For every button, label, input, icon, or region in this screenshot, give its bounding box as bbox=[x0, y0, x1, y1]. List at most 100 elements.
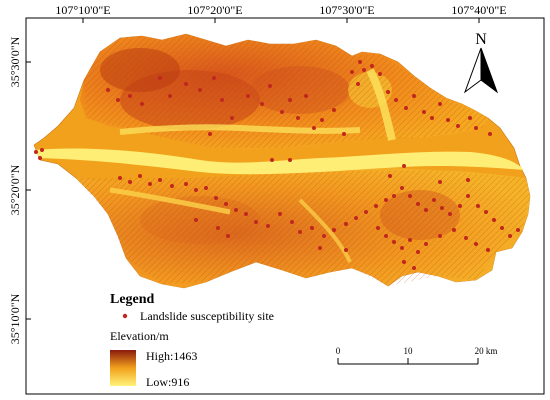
landslide-site-marker bbox=[400, 186, 404, 190]
landslide-site-marker bbox=[320, 118, 324, 122]
scale-tick-20: 20 km bbox=[475, 346, 498, 356]
landslide-site-marker bbox=[474, 126, 478, 130]
landslide-site-marker bbox=[362, 68, 366, 72]
landslide-site-marker bbox=[438, 180, 442, 184]
landslide-site-marker bbox=[34, 150, 38, 154]
landslide-site-marker bbox=[298, 230, 302, 234]
north-arrow-right bbox=[480, 47, 499, 94]
legend-title: Legend bbox=[110, 292, 155, 307]
landslide-site-marker bbox=[310, 226, 314, 230]
scale-tick-10: 10 bbox=[404, 346, 414, 356]
landslide-site-marker bbox=[288, 98, 292, 102]
landslide-site-marker bbox=[296, 116, 300, 120]
landslide-site-marker bbox=[430, 116, 434, 120]
landslide-site-marker bbox=[400, 246, 404, 250]
landslide-site-marker bbox=[364, 210, 368, 214]
lat-label-1: 35°30'0"N bbox=[8, 36, 22, 87]
north-arrow: N bbox=[463, 31, 499, 94]
elevation-raster bbox=[33, 33, 531, 289]
landslide-site-marker bbox=[370, 64, 374, 68]
landslide-site-marker bbox=[486, 248, 490, 252]
lon-label-1: 107°10'0"E bbox=[55, 3, 110, 17]
landslide-site-marker bbox=[452, 228, 456, 232]
landslide-site-marker bbox=[226, 234, 230, 238]
landslide-site-marker bbox=[234, 208, 238, 212]
landslide-site-marker bbox=[344, 222, 348, 226]
landslide-site-marker bbox=[280, 110, 284, 114]
landslide-site-marker bbox=[204, 186, 208, 190]
lat-label-3: 35°10'0"N bbox=[8, 293, 22, 344]
landslide-site-marker bbox=[488, 132, 492, 136]
landslide-site-marker bbox=[322, 234, 326, 238]
legend-site-marker bbox=[122, 313, 128, 319]
landslide-site-marker bbox=[402, 164, 406, 168]
landslide-site-marker bbox=[388, 174, 392, 178]
landslide-site-marker bbox=[266, 224, 270, 228]
landslide-site-marker bbox=[408, 194, 412, 198]
landslide-site-marker bbox=[384, 198, 388, 202]
landslide-site-marker bbox=[438, 102, 442, 106]
landslide-site-marker bbox=[194, 188, 198, 192]
lon-label-3: 107°30'0"E bbox=[319, 3, 374, 17]
legend-low-label: Low:916 bbox=[146, 375, 189, 389]
landslide-site-marker bbox=[290, 220, 294, 224]
landslide-site-marker bbox=[484, 210, 488, 214]
landslide-site-marker bbox=[212, 76, 216, 80]
landslide-site-marker bbox=[168, 94, 172, 98]
landslide-site-marker bbox=[358, 60, 362, 64]
landslide-site-marker bbox=[230, 116, 234, 120]
landslide-site-marker bbox=[128, 94, 132, 98]
landslide-site-marker bbox=[374, 204, 378, 208]
landslide-site-marker bbox=[332, 108, 336, 112]
landslide-site-marker bbox=[254, 220, 258, 224]
landslide-site-marker bbox=[118, 176, 122, 180]
landslide-site-marker bbox=[448, 212, 452, 216]
top-ticks bbox=[82, 18, 480, 23]
landslide-site-marker bbox=[464, 236, 468, 240]
lon-label-2: 107°20'0"E bbox=[187, 3, 242, 17]
landslide-site-marker bbox=[224, 202, 228, 206]
landslide-sites bbox=[34, 60, 520, 270]
landslide-site-marker bbox=[332, 228, 336, 232]
legend: Legend Landslide susceptibility site Ele… bbox=[110, 292, 274, 389]
landslide-site-marker bbox=[128, 180, 132, 184]
main-valley bbox=[34, 148, 524, 175]
landslide-site-marker bbox=[376, 226, 380, 230]
landslide-site-marker bbox=[446, 118, 450, 122]
landslide-site-marker bbox=[184, 82, 188, 86]
landslide-site-marker bbox=[422, 110, 426, 114]
landslide-site-marker bbox=[392, 194, 396, 198]
landslide-site-marker bbox=[408, 238, 412, 242]
landslide-site-marker bbox=[424, 242, 428, 246]
landslide-site-marker bbox=[474, 242, 478, 246]
landslide-site-marker bbox=[416, 250, 420, 254]
landslide-site-marker bbox=[184, 182, 188, 186]
landslide-site-marker bbox=[412, 266, 416, 270]
landslide-site-marker bbox=[158, 178, 162, 182]
landslide-site-marker bbox=[170, 184, 174, 188]
legend-site-label: Landslide susceptibility site bbox=[140, 309, 274, 323]
landslide-site-marker bbox=[208, 132, 212, 136]
landslide-site-marker bbox=[350, 70, 354, 74]
landslide-site-marker bbox=[246, 94, 250, 98]
landslide-site-marker bbox=[508, 234, 512, 238]
landslide-site-marker bbox=[140, 102, 144, 106]
landslide-site-marker bbox=[214, 196, 218, 200]
landslide-site-marker bbox=[244, 212, 248, 216]
scale-bar: 0 10 20 km bbox=[336, 346, 498, 365]
north-label: N bbox=[475, 31, 487, 48]
landslide-site-marker bbox=[304, 94, 308, 98]
landslide-site-marker bbox=[288, 158, 292, 162]
landslide-site-marker bbox=[194, 218, 198, 222]
landslide-site-marker bbox=[466, 178, 470, 182]
landslide-site-marker bbox=[116, 98, 120, 102]
landslide-site-marker bbox=[38, 156, 42, 160]
legend-elevation-ramp bbox=[110, 350, 136, 386]
landslide-site-marker bbox=[40, 148, 44, 152]
landslide-site-marker bbox=[268, 84, 272, 88]
landslide-site-marker bbox=[138, 174, 142, 178]
landslide-site-marker bbox=[356, 82, 360, 86]
landslide-site-marker bbox=[394, 98, 398, 102]
landslide-site-marker bbox=[468, 116, 472, 120]
landslide-site-marker bbox=[260, 102, 264, 106]
